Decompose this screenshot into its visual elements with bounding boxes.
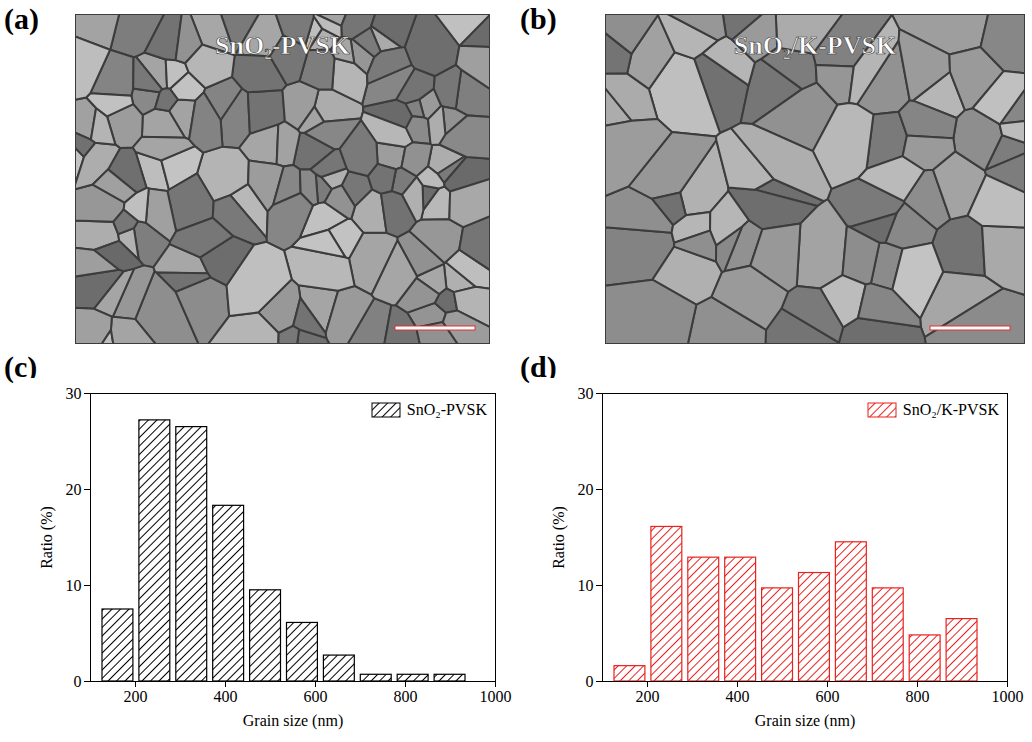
html-text:(a): (a): [4, 2, 39, 35]
svg-text:SnO₂-PVSK: SnO₂-PVSK: [215, 31, 351, 60]
svg-text:200: 200: [636, 688, 660, 705]
html-text:SnO₂-PVSK: SnO₂-PVSK: [406, 401, 487, 418]
svg-text:800: 800: [394, 688, 418, 705]
svg-text:400: 400: [726, 688, 750, 705]
svg-text:30: 30: [578, 385, 594, 402]
svg-text:1000: 1000: [992, 688, 1024, 705]
svg-text:SnO₂/K-PVSK: SnO₂/K-PVSK: [734, 31, 897, 60]
html-text:SnO₂/K-PVSK: SnO₂/K-PVSK: [902, 401, 999, 418]
html-text:(d): (d): [520, 350, 557, 383]
svg-text:30: 30: [66, 385, 82, 402]
html-text:(c): (c): [4, 350, 38, 383]
svg-text:200: 200: [124, 688, 148, 705]
svg-text:10: 10: [66, 577, 82, 594]
svg-text:10: 10: [578, 577, 594, 594]
svg-text:0: 0: [586, 673, 594, 690]
svg-text:0: 0: [74, 673, 82, 690]
svg-text:600: 600: [816, 688, 840, 705]
svg-text:Grain size (nm): Grain size (nm): [755, 712, 855, 730]
svg-text:600: 600: [304, 688, 328, 705]
html-text:(b): (b): [520, 2, 557, 35]
svg-text:20: 20: [578, 481, 594, 498]
svg-text:Grain size (nm): Grain size (nm): [243, 712, 343, 730]
svg-text:Ratio (%): Ratio (%): [550, 506, 568, 569]
svg-text:Ratio (%): Ratio (%): [38, 506, 56, 569]
svg-text:20: 20: [66, 481, 82, 498]
svg-text:400: 400: [214, 688, 238, 705]
svg-text:800: 800: [906, 688, 930, 705]
svg-text:1000: 1000: [480, 688, 512, 705]
